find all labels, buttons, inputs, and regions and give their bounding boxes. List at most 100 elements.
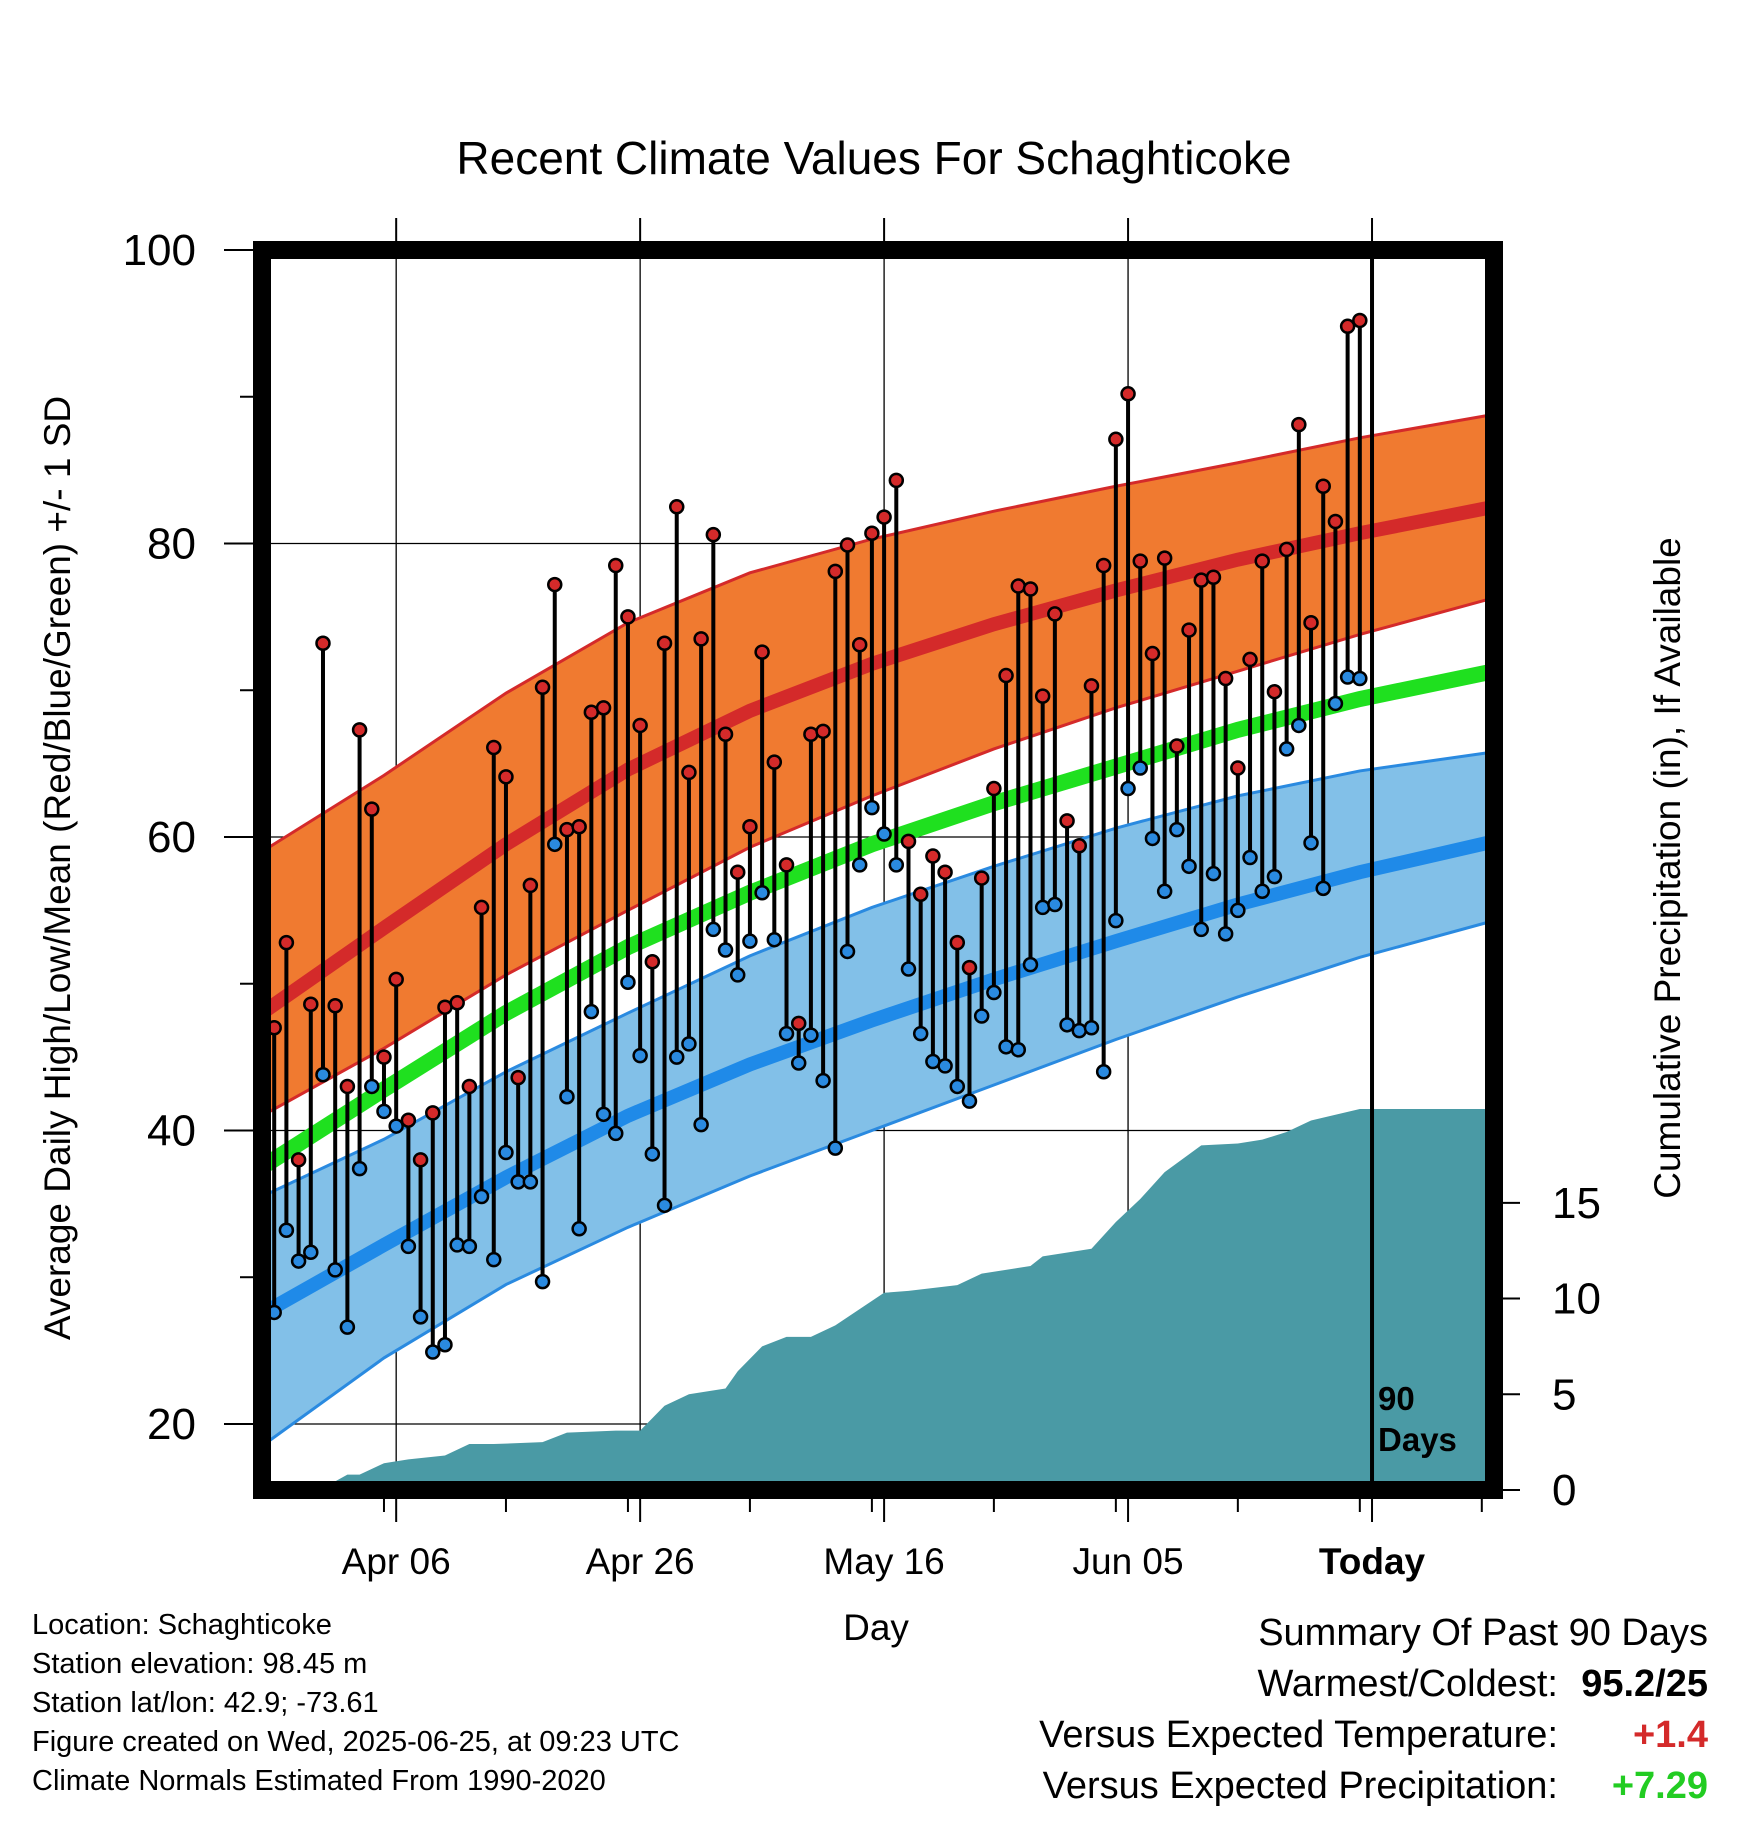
axes: 20 40 60 80 100 0 5 10 15 Apr 06 Apr 26 May 16 Jun 0… [123, 218, 1601, 1582]
low-point [290, 1253, 307, 1269]
low-point [766, 931, 783, 948]
high-point [400, 1112, 417, 1128]
high-point [1071, 838, 1088, 854]
y-tick-label: 20 [147, 1400, 196, 1449]
high-point [986, 780, 1002, 797]
low-point [1156, 883, 1173, 900]
low-point [1071, 1022, 1088, 1039]
low-point [607, 1125, 624, 1142]
high-point [1022, 581, 1039, 597]
low-point [547, 836, 563, 853]
low-point [303, 1244, 319, 1261]
high-point [1144, 645, 1161, 662]
low-point [534, 1273, 551, 1290]
low-point [486, 1251, 502, 1268]
high-point [839, 537, 856, 553]
high-point [364, 801, 380, 817]
high-point [766, 754, 783, 770]
low-point [961, 1093, 978, 1109]
high-point [1242, 651, 1258, 668]
high-point [473, 899, 490, 916]
y2-axis-label: Cumulative Precipitation (in), If Availa… [1647, 537, 1688, 1199]
high-point [864, 525, 880, 541]
high-point [498, 769, 514, 785]
low-point [1181, 858, 1197, 875]
low-point [400, 1238, 417, 1255]
high-point [681, 764, 697, 781]
warmest-label: Warmest/Coldest: [1257, 1663, 1558, 1705]
high-point [534, 679, 551, 696]
today-marker: 90 Days [1370, 250, 1457, 1490]
low-point [656, 1197, 673, 1214]
low-point [803, 1027, 819, 1043]
low-point [876, 826, 892, 842]
x-tick-label: Apr 06 [342, 1541, 451, 1582]
low-point [498, 1144, 514, 1161]
high-point [388, 971, 404, 988]
low-point [705, 921, 722, 938]
y2-tick-label: 15 [1552, 1179, 1601, 1228]
low-point [644, 1146, 661, 1162]
high-point [632, 717, 648, 734]
low-point [1230, 902, 1246, 919]
low-point [1034, 899, 1051, 916]
high-point [1291, 416, 1307, 433]
low-point [1095, 1064, 1112, 1080]
high-point [547, 576, 563, 593]
low-point [815, 1072, 831, 1089]
summary-panel: Summary Of Past 90 Days Warmest/Coldest:… [1039, 1608, 1708, 1812]
warmest-value: 95.2/25 [1581, 1663, 1708, 1705]
high-point [1205, 569, 1222, 585]
y2-tick-label: 0 [1552, 1466, 1576, 1515]
summary-heading: Summary Of Past 90 Days [1258, 1612, 1708, 1654]
low-upper-edge [261, 750, 1495, 1198]
low-point [1278, 741, 1295, 757]
low-point [1339, 669, 1356, 685]
high-point [449, 995, 465, 1011]
low-point [571, 1221, 587, 1237]
low-point [1327, 695, 1344, 712]
x-tick-label: Jun 05 [1073, 1541, 1184, 1582]
high-point [1327, 513, 1344, 530]
high-point [961, 959, 978, 976]
low-point [620, 974, 636, 991]
high-point [778, 857, 795, 873]
low-point [851, 857, 868, 873]
high-point [351, 722, 368, 738]
low-normal-line [258, 834, 1496, 1321]
high-point [510, 1069, 526, 1086]
high-point [1059, 813, 1075, 829]
x-tick-label: Today [1319, 1541, 1426, 1582]
low-point [1022, 956, 1039, 973]
low-point [1120, 780, 1136, 797]
x-axis-label: Day [843, 1607, 909, 1648]
low-point [473, 1188, 490, 1205]
high-point [998, 667, 1014, 684]
high-point [1108, 431, 1124, 448]
low-point [900, 961, 917, 977]
high-point [754, 644, 770, 660]
high-point [1132, 553, 1149, 569]
temp-value: +1.4 [1632, 1714, 1708, 1756]
high-point [339, 1078, 356, 1095]
low-point [351, 1160, 368, 1177]
low-point [425, 1344, 441, 1360]
low-point [1193, 921, 1209, 938]
high-point [803, 726, 819, 743]
low-point [790, 1055, 807, 1071]
high-point [937, 864, 953, 880]
y-tick-label: 80 [147, 519, 196, 568]
high-point [1266, 683, 1283, 700]
high-point [1230, 760, 1246, 776]
low-point [327, 1262, 343, 1278]
high-point [668, 499, 685, 515]
low-point [778, 1025, 795, 1042]
low-point [559, 1088, 575, 1105]
high-point [742, 818, 758, 835]
created-text: Figure created on Wed, 2025-06-25, at 09… [32, 1726, 680, 1758]
low-point [1169, 821, 1185, 838]
low-point [1291, 717, 1307, 734]
high-point [412, 1152, 429, 1168]
high-point [827, 563, 844, 580]
precipitation-area [262, 1109, 1494, 1490]
